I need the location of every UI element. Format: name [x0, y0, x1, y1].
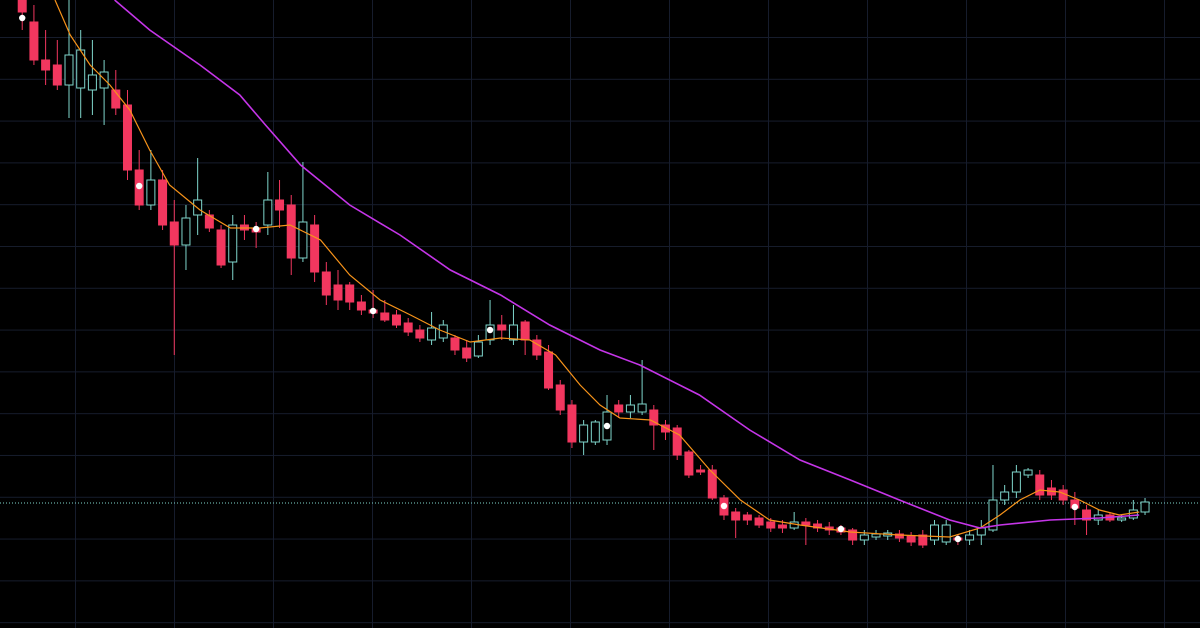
candle-body — [1023, 469, 1033, 476]
candle-body — [310, 224, 320, 273]
signal-dot — [837, 525, 845, 533]
candle-body — [146, 179, 156, 206]
candle-body — [649, 409, 659, 426]
candle-body — [777, 524, 787, 529]
candle-body — [1000, 491, 1010, 501]
candle-body — [29, 21, 39, 61]
candle-body — [731, 511, 741, 521]
signal-dot — [486, 326, 494, 334]
candle-body — [614, 404, 624, 413]
candle-body — [228, 224, 238, 263]
candle-body — [848, 529, 858, 541]
candle-body — [754, 517, 764, 526]
candle-body — [520, 321, 530, 341]
candle-body — [111, 89, 121, 109]
candle-body — [906, 535, 916, 543]
candle-body — [1117, 517, 1127, 521]
candle-body — [87, 74, 97, 91]
candle-body — [1082, 509, 1092, 521]
candle-body — [742, 514, 752, 521]
candle-body — [415, 329, 425, 339]
candle-body — [1140, 501, 1150, 513]
candle-body — [462, 347, 472, 359]
signal-dot — [720, 502, 728, 510]
candle-body — [637, 403, 647, 413]
signal-dot — [135, 182, 143, 190]
signal-dot — [603, 422, 611, 430]
signal-dot — [252, 225, 260, 233]
candle-body — [1011, 471, 1021, 493]
candle-body — [859, 534, 869, 541]
candle-body — [965, 534, 975, 541]
candle-body — [473, 341, 483, 357]
candle-body — [555, 384, 565, 411]
signal-dot — [369, 307, 377, 315]
signal-dot — [19, 14, 26, 22]
candle-body — [380, 312, 390, 321]
moving-average-line — [114, 0, 1140, 529]
candle-body — [216, 229, 226, 266]
candle-body — [579, 424, 589, 443]
candle-body — [450, 337, 460, 351]
candle-body — [181, 217, 191, 246]
candle-body — [801, 521, 811, 526]
candle-body — [660, 424, 670, 433]
candle-body — [169, 221, 179, 246]
candle-body — [1035, 474, 1045, 496]
candle-body — [52, 64, 62, 86]
candle-body — [532, 339, 542, 356]
candle-body — [766, 521, 776, 529]
candle-body — [64, 54, 74, 86]
moving-average-line — [54, 0, 1140, 538]
signal-dot — [954, 535, 962, 543]
candle-body — [625, 404, 635, 413]
candle-body — [403, 322, 413, 333]
candle-body — [41, 59, 51, 71]
candle-body — [941, 524, 951, 543]
candle-body — [871, 533, 881, 538]
candle-body — [321, 271, 331, 296]
candle-body — [158, 179, 168, 226]
candle-body — [298, 221, 308, 259]
candle-body — [286, 204, 296, 259]
candle-body — [99, 71, 109, 89]
candle-body — [707, 469, 717, 499]
candle-body — [544, 351, 554, 389]
candle-body — [696, 469, 706, 473]
candle-body — [894, 533, 904, 539]
candle-body — [275, 199, 285, 211]
candle-body — [918, 534, 928, 546]
candle-body — [122, 104, 132, 171]
candle-body — [930, 524, 940, 541]
candle-body — [672, 427, 682, 456]
candle-body — [263, 199, 273, 226]
candle-body — [1128, 509, 1138, 519]
candle-body — [427, 327, 437, 341]
candle-body — [345, 284, 355, 303]
candle-body — [17, 0, 27, 13]
candle-body — [684, 451, 694, 476]
candle-body — [333, 284, 343, 301]
candle-body — [590, 421, 600, 443]
candle-body — [508, 324, 518, 341]
candle-body — [356, 301, 366, 311]
candle-body — [391, 314, 401, 326]
candle-body — [497, 324, 507, 331]
candle-body — [988, 499, 998, 531]
candle-body — [567, 404, 577, 443]
signal-dot — [1071, 503, 1079, 511]
